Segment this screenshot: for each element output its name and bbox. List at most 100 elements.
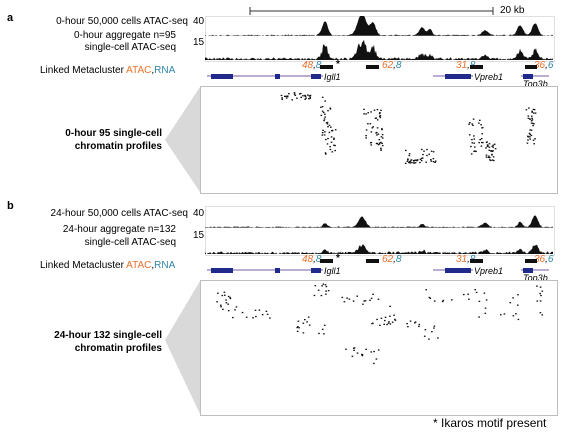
panel-b-signal-svg: [205, 215, 553, 254]
cell-fragment: [304, 95, 307, 98]
cell-fragment: [473, 138, 476, 140]
cell-fragment: [424, 329, 427, 331]
cell-fragment: [227, 295, 230, 298]
cell-fragment: [305, 97, 307, 99]
cell-fragment: [361, 353, 363, 356]
cell-fragment: [393, 314, 395, 316]
cell-fragment: [365, 348, 367, 350]
bulk-signal: [205, 215, 553, 228]
cell-fragment: [372, 322, 374, 324]
cell-fragment: [325, 138, 327, 141]
cell-fragment: [414, 321, 417, 323]
cell-fragment: [372, 293, 374, 295]
cell-fragment: [541, 314, 544, 316]
cell-fragment: [364, 300, 367, 302]
cell-fragment: [533, 112, 535, 114]
cell-fragment: [512, 297, 514, 299]
cell-fragment: [223, 291, 226, 293]
cell-fragment: [421, 148, 423, 151]
cell-fragment: [325, 293, 327, 295]
cell-fragment: [468, 123, 470, 125]
cell-fragment: [489, 159, 491, 161]
cell-fragment: [252, 317, 254, 319]
panel-a-linked-label: Linked Metacluster ATAC,RNA: [40, 65, 175, 77]
panel-a-region-2: 62,8: [382, 60, 402, 71]
cell-fragment: [326, 121, 329, 124]
panel-a-track-label-2a: 0-hour aggregate n=95: [73, 30, 176, 41]
cell-fragment: [296, 330, 299, 332]
cell-fragment: [481, 133, 483, 135]
cell-fragment: [229, 297, 232, 300]
metacluster-bar: [366, 259, 379, 263]
cell-fragment: [383, 323, 385, 325]
cell-fragment: [298, 93, 301, 95]
cell-fragment: [321, 285, 323, 287]
cell-fragment: [324, 100, 326, 102]
cell-fragment: [367, 112, 369, 114]
cell-fragment: [379, 115, 382, 117]
cell-fragment: [343, 301, 346, 303]
cell-fragment: [306, 321, 308, 323]
cell-fragment: [425, 289, 427, 291]
cell-fragment: [512, 315, 515, 317]
cell-fragment: [487, 156, 490, 159]
cell-fragment: [325, 122, 328, 124]
metacluster-bar: [470, 65, 483, 69]
cell-fragment: [539, 312, 542, 314]
panel-b-star: *: [336, 253, 340, 264]
cell-fragment: [478, 300, 481, 302]
cell-fragment: [370, 297, 373, 299]
cell-fragment: [352, 347, 355, 349]
cell-fragment: [492, 144, 495, 146]
panel-b-region-1: 48,8: [302, 254, 322, 265]
cell-fragment: [433, 327, 435, 329]
panel-a-signal-svg: [205, 16, 553, 60]
cell-fragment: [529, 118, 531, 120]
cell-fragment: [220, 304, 222, 306]
cell-fragment: [451, 299, 453, 301]
cell-fragment: [486, 144, 489, 146]
cell-fragment: [530, 120, 533, 122]
cell-fragment: [285, 97, 288, 99]
cell-fragment: [485, 141, 488, 144]
cell-fragment: [326, 143, 329, 145]
exon: [211, 268, 233, 273]
cell-fragment: [541, 290, 544, 292]
exon: [311, 268, 321, 273]
cell-fragment: [227, 303, 229, 305]
cell-fragment: [475, 291, 478, 294]
cell-fragment: [517, 304, 519, 306]
cell-fragment: [532, 122, 534, 125]
cell-fragment: [426, 154, 428, 157]
cell-fragment: [363, 108, 365, 110]
cell-fragment: [485, 154, 488, 156]
cell-fragment: [365, 137, 367, 139]
cell-fragment: [423, 335, 426, 337]
exon: [523, 268, 533, 273]
cell-fragment: [293, 93, 296, 95]
cell-fragment: [491, 150, 494, 152]
cell-fragment: [320, 106, 322, 108]
cell-fragment: [389, 315, 391, 317]
cell-fragment: [430, 150, 433, 152]
cell-fragment: [365, 135, 367, 137]
exon: [211, 74, 233, 79]
cell-fragment: [527, 115, 530, 117]
cell-fragment: [334, 129, 337, 131]
cell-fragment: [298, 327, 300, 329]
cell-fragment: [441, 300, 444, 303]
cell-fragment: [217, 292, 219, 294]
cell-fragment: [330, 136, 333, 138]
cell-fragment: [309, 96, 312, 98]
cell-fragment: [381, 144, 384, 147]
cell-fragment: [361, 355, 364, 357]
cell-fragment: [384, 319, 386, 322]
panel-a-track-label-1: 0-hour 50,000 cells ATAC-seq: [56, 16, 188, 27]
cell-fragment: [492, 156, 495, 158]
cell-fragment: [216, 301, 218, 303]
cell-fragment: [432, 158, 435, 160]
cell-fragment: [527, 117, 530, 119]
metacluster-bar: [320, 259, 333, 263]
cell-fragment: [325, 285, 328, 288]
